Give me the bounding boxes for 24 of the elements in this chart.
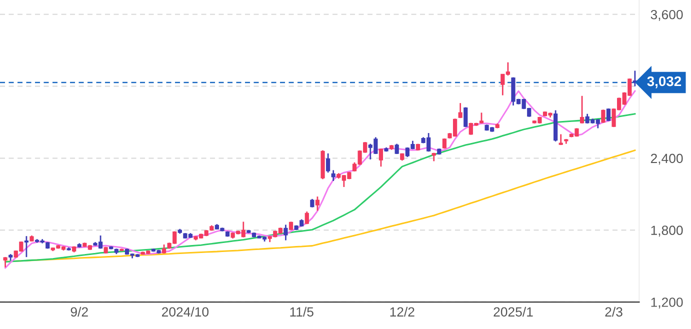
candlestick bbox=[3, 256, 8, 268]
candlestick bbox=[326, 152, 330, 174]
x-tick-label: 2025/1 bbox=[494, 306, 533, 317]
candlestick bbox=[331, 169, 336, 182]
ref-line-label: 3,032 bbox=[647, 76, 682, 88]
line-series bbox=[4, 113, 636, 263]
y-tick-label: 2,400 bbox=[650, 154, 683, 165]
y-tick-label: 1,800 bbox=[651, 226, 683, 237]
x-tick-label: 2024/10 bbox=[162, 306, 209, 317]
y-tick-label: 1,200 bbox=[651, 298, 683, 308]
x-tick-label: 12/2 bbox=[390, 306, 414, 317]
candlestick bbox=[304, 210, 309, 225]
x-tick-label: 11/5 bbox=[290, 306, 314, 317]
candlestick bbox=[458, 102, 462, 119]
y-tick-label: 3,600 bbox=[650, 10, 683, 21]
candlestick bbox=[580, 95, 584, 124]
x-tick-label: 2/3 bbox=[605, 306, 622, 317]
line-series bbox=[4, 90, 636, 269]
candlestick bbox=[24, 235, 29, 258]
candlestick bbox=[378, 148, 384, 168]
x-tick-label: 9/2 bbox=[70, 306, 88, 317]
candlestick bbox=[601, 108, 606, 124]
candlestick bbox=[315, 196, 320, 212]
candlestick bbox=[284, 224, 288, 241]
